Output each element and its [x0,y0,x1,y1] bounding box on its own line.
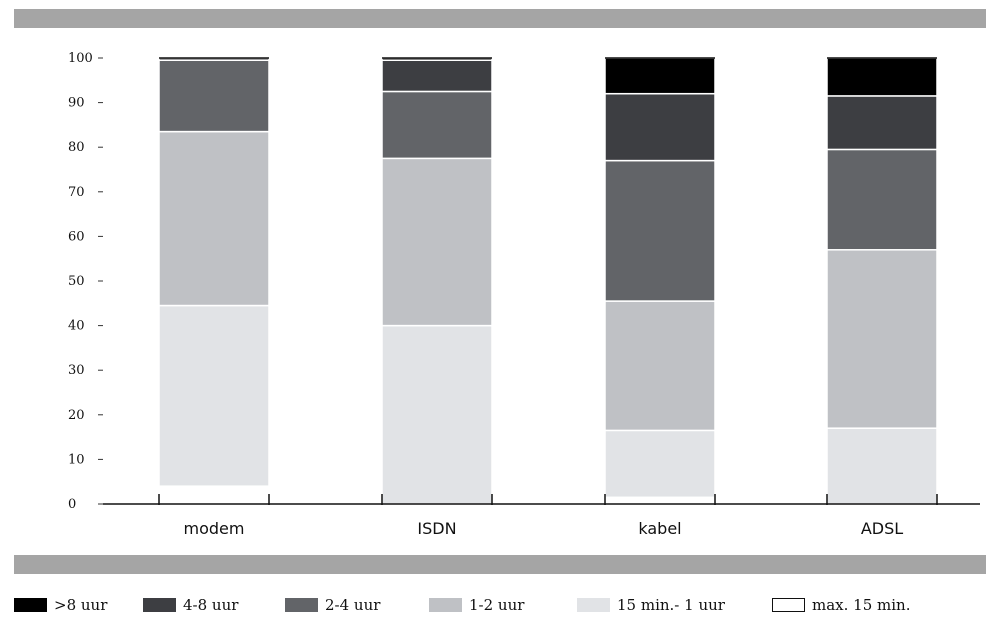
legend-swatch [14,598,47,612]
bar-segment [604,92,716,162]
bar-segment [381,157,493,327]
bar-segment [826,95,938,151]
y-tick-label: 70 [68,185,85,200]
x-category-label: ADSL [861,519,903,538]
legend-swatch [772,598,805,612]
y-tick-label: 10 [68,452,85,467]
legend-swatch [143,598,176,612]
y-tick-label: 80 [68,140,85,155]
legend-swatch [285,598,318,612]
bar-segment [826,249,938,429]
chart-legend: >8 uur 4-8 uur 2-4 uur 1-2 uur 15 min.- … [14,594,986,616]
y-tick-label: 60 [68,229,85,244]
y-tick-label: 40 [68,319,85,334]
legend-swatch [429,598,462,612]
bar-segment [826,148,938,251]
legend-label: 2-4 uur [325,596,381,614]
legend-item-max15: max. 15 min. [772,594,910,616]
y-tick-label: 30 [68,363,85,378]
y-tick-label: 0 [68,497,76,512]
bar-segment [381,324,493,505]
y-tick-label: 20 [68,408,85,423]
bar-segment [604,429,716,499]
legend-label: 15 min.- 1 uur [617,596,725,614]
x-category-label: ISDN [417,519,456,538]
bar-segment [381,90,493,160]
bar-segment [158,59,270,133]
bar-segment [604,300,716,432]
bar-segment [158,304,270,487]
bar-segment [158,130,270,307]
x-category-label: kabel [638,519,681,538]
bottom-divider-band [14,555,986,574]
top-divider-band [14,9,986,28]
legend-swatch [577,598,610,612]
y-tick-label: 90 [68,96,85,111]
legend-item-2-4: 2-4 uur [285,594,380,616]
legend-label: 4-8 uur [183,596,239,614]
bar-segment [604,496,716,505]
legend-label: 1-2 uur [469,596,525,614]
legend-label: >8 uur [54,596,108,614]
bar-segment [604,57,716,95]
legend-item-gt8: >8 uur [14,594,107,616]
x-category-label: modem [184,519,245,538]
y-tick-label: 100 [68,51,93,66]
bar-segment [381,59,493,93]
legend-label: max. 15 min. [812,596,911,614]
legend-item-1-2: 1-2 uur [429,594,524,616]
stacked-bar-chart: 0 10 20 30 40 50 60 70 80 90 100 modem ISDN kabel ADSL [68,51,980,538]
bar-segment [826,57,938,97]
y-tick-label: 50 [68,274,85,289]
bar-segment [826,427,938,505]
bar-segment [158,485,270,505]
bar-segment [604,159,716,302]
legend-item-4-8: 4-8 uur [143,594,238,616]
legend-item-15min-1: 15 min.- 1 uur [577,594,725,616]
